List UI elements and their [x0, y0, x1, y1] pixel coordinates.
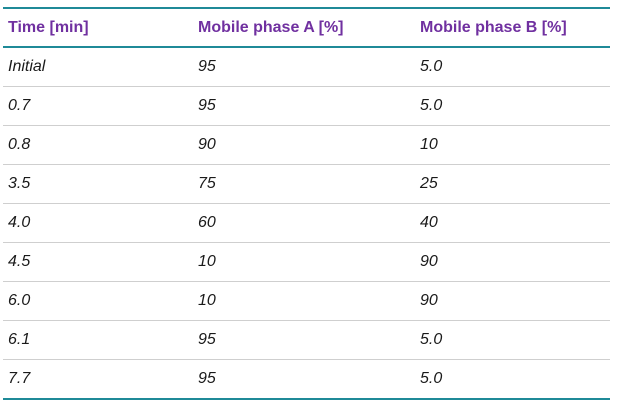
table-cell: 95: [193, 47, 415, 87]
table-header: Time [min] Mobile phase A [%] Mobile pha…: [3, 8, 610, 48]
table-cell: 90: [415, 281, 610, 321]
table-cell: 4.0: [3, 203, 193, 243]
table-cell: 6.1: [3, 320, 193, 360]
table-row: 4.5 10 90: [3, 242, 610, 282]
table-cell: 95: [193, 320, 415, 360]
table-cell: Initial: [3, 47, 193, 87]
table-cell: 6.0: [3, 281, 193, 321]
table-cell: 5.0: [415, 47, 610, 87]
table-row: 6.0 10 90: [3, 281, 610, 321]
table-row: 6.1 95 5.0: [3, 320, 610, 360]
table-cell: 3.5: [3, 164, 193, 204]
gradient-table: Time [min] Mobile phase A [%] Mobile pha…: [3, 7, 610, 400]
table-row: 3.5 75 25: [3, 164, 610, 204]
table-cell: 4.5: [3, 242, 193, 282]
table-cell: 75: [193, 164, 415, 204]
table-cell: 95: [193, 359, 415, 400]
table-cell: 5.0: [415, 359, 610, 400]
table-row: 7.7 95 5.0: [3, 359, 610, 400]
table-row: Initial 95 5.0: [3, 47, 610, 87]
header-cell: Time [min]: [3, 8, 193, 48]
header-cell: Mobile phase B [%]: [415, 8, 610, 48]
header-cell: Mobile phase A [%]: [193, 8, 415, 48]
table-cell: 90: [193, 125, 415, 165]
table-body: Initial 95 5.0 0.7 95 5.0 0.8 90 10 3.5 75 25 4.0 60 4…: [3, 47, 610, 400]
table-cell: 95: [193, 86, 415, 126]
table-cell: 10: [193, 242, 415, 282]
table-cell: 5.0: [415, 320, 610, 360]
table-cell: 7.7: [3, 359, 193, 400]
table-cell: 10: [193, 281, 415, 321]
table-cell: 90: [415, 242, 610, 282]
table-row: 4.0 60 40: [3, 203, 610, 243]
table-cell: 10: [415, 125, 610, 165]
table-cell: 25: [415, 164, 610, 204]
table-row: 0.7 95 5.0: [3, 86, 610, 126]
header-row: Time [min] Mobile phase A [%] Mobile pha…: [3, 8, 610, 48]
table-cell: 5.0: [415, 86, 610, 126]
table-cell: 0.7: [3, 86, 193, 126]
table-cell: 0.8: [3, 125, 193, 165]
table-cell: 60: [193, 203, 415, 243]
table-row: 0.8 90 10: [3, 125, 610, 165]
table-cell: 40: [415, 203, 610, 243]
